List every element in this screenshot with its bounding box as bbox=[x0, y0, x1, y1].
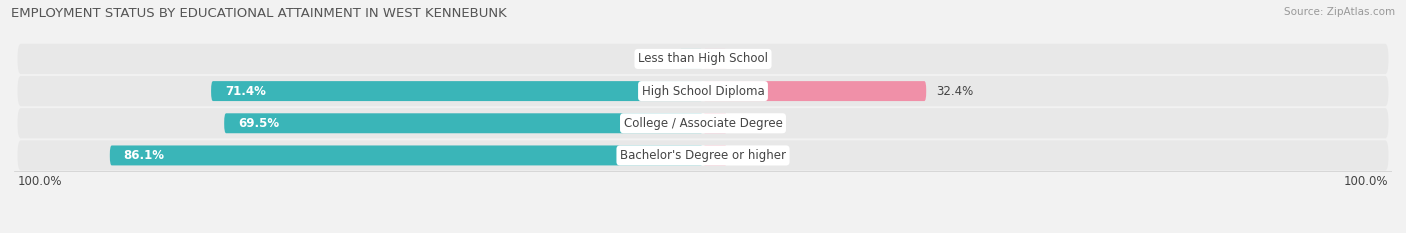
FancyBboxPatch shape bbox=[224, 113, 703, 133]
Text: 32.4%: 32.4% bbox=[936, 85, 974, 98]
FancyBboxPatch shape bbox=[703, 81, 927, 101]
Text: 0.0%: 0.0% bbox=[738, 117, 768, 130]
FancyBboxPatch shape bbox=[703, 145, 727, 165]
Text: 71.4%: 71.4% bbox=[225, 85, 266, 98]
Text: 0.0%: 0.0% bbox=[643, 52, 672, 65]
Text: High School Diploma: High School Diploma bbox=[641, 85, 765, 98]
Text: Source: ZipAtlas.com: Source: ZipAtlas.com bbox=[1284, 7, 1395, 17]
FancyBboxPatch shape bbox=[679, 49, 703, 69]
Text: College / Associate Degree: College / Associate Degree bbox=[624, 117, 782, 130]
FancyBboxPatch shape bbox=[17, 76, 1389, 106]
FancyBboxPatch shape bbox=[703, 49, 727, 69]
FancyBboxPatch shape bbox=[211, 81, 703, 101]
Text: Bachelor's Degree or higher: Bachelor's Degree or higher bbox=[620, 149, 786, 162]
FancyBboxPatch shape bbox=[17, 140, 1389, 171]
FancyBboxPatch shape bbox=[17, 108, 1389, 138]
Text: 0.0%: 0.0% bbox=[738, 52, 768, 65]
Text: Less than High School: Less than High School bbox=[638, 52, 768, 65]
Text: 86.1%: 86.1% bbox=[124, 149, 165, 162]
Text: 69.5%: 69.5% bbox=[238, 117, 278, 130]
FancyBboxPatch shape bbox=[17, 44, 1389, 74]
Text: 100.0%: 100.0% bbox=[1344, 175, 1389, 188]
FancyBboxPatch shape bbox=[703, 113, 727, 133]
Text: EMPLOYMENT STATUS BY EDUCATIONAL ATTAINMENT IN WEST KENNEBUNK: EMPLOYMENT STATUS BY EDUCATIONAL ATTAINM… bbox=[11, 7, 508, 20]
FancyBboxPatch shape bbox=[110, 145, 703, 165]
Text: 0.0%: 0.0% bbox=[738, 149, 768, 162]
Text: 100.0%: 100.0% bbox=[17, 175, 62, 188]
